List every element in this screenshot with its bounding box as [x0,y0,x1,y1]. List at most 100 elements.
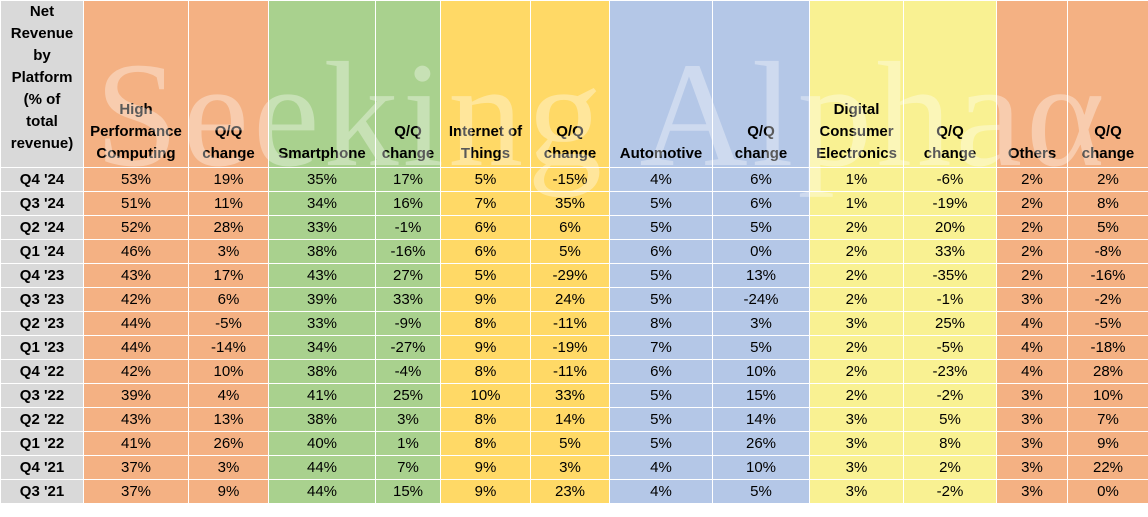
value-cell: 26% [189,432,269,456]
value-cell: 3% [810,432,904,456]
value-cell: 35% [531,192,610,216]
value-cell: -11% [531,312,610,336]
value-cell: 33% [269,216,376,240]
value-cell: -27% [376,336,441,360]
value-cell: -15% [531,168,610,192]
value-cell: 6% [610,240,713,264]
value-cell: 42% [84,360,189,384]
period-cell: Q1 '22 [1,432,84,456]
value-cell: 15% [713,384,810,408]
value-cell: 43% [84,264,189,288]
value-cell: 2% [810,360,904,384]
table-row: Q4 '24 53% 19% 35% 17% 5% -15% 4% 6% 1% -6% 2% 2% [1,168,1148,192]
value-cell: 25% [376,384,441,408]
value-cell: 33% [531,384,610,408]
value-cell: 13% [189,408,269,432]
header-period-line: by [1,45,83,67]
value-cell: -9% [376,312,441,336]
value-cell: 2% [904,456,997,480]
header-line: Things [441,143,530,165]
value-cell: 5% [531,432,610,456]
header-period: Net Revenue by Platform (% of total revenue) [1,1,84,168]
value-cell: 4% [189,384,269,408]
table-row: Q2 '23 44% -5% 33% -9% 8% -11% 8% 3% 3% 25% 4% -5% [1,312,1148,336]
value-cell: 5% [713,216,810,240]
value-cell: 14% [713,408,810,432]
value-cell: 9% [1068,432,1148,456]
header-line: Digital [810,99,903,121]
value-cell: -8% [1068,240,1148,264]
value-cell: 6% [531,216,610,240]
value-cell: 40% [269,432,376,456]
value-cell: 10% [189,360,269,384]
header-automotive: Automotive [610,1,713,168]
value-cell: 27% [376,264,441,288]
value-cell: 5% [904,408,997,432]
table-row: Q4 '21 37% 3% 44% 7% 9% 3% 4% 10% 3% 2% 3% 22% [1,456,1148,480]
value-cell: 6% [610,360,713,384]
value-cell: -16% [376,240,441,264]
value-cell: 44% [84,312,189,336]
header-line: Q/Q [189,121,268,143]
value-cell: 4% [997,336,1068,360]
header-period-line: Platform [1,67,83,89]
value-cell: 4% [610,456,713,480]
value-cell: 2% [997,240,1068,264]
value-cell: 8% [441,360,531,384]
value-cell: 33% [376,288,441,312]
header-period-line: Net [1,1,83,23]
value-cell: 3% [189,456,269,480]
header-line: Internet of [441,121,530,143]
value-cell: 1% [810,168,904,192]
value-cell: 10% [713,456,810,480]
value-cell: 39% [269,288,376,312]
header-line: Others [997,143,1067,165]
value-cell: 17% [189,264,269,288]
value-cell: 2% [810,384,904,408]
header-period-line: (% of [1,89,83,111]
value-cell: -14% [189,336,269,360]
header-automotive-qq-change: Q/Q change [713,1,810,168]
header-line: Smartphone [269,143,375,165]
header-period-line: total [1,111,83,133]
value-cell: -2% [904,480,997,504]
value-cell: 3% [189,240,269,264]
header-line: Q/Q [904,121,996,143]
value-cell: 3% [997,432,1068,456]
value-cell: 2% [810,288,904,312]
value-cell: 9% [441,336,531,360]
table-row: Q3 '24 51% 11% 34% 16% 7% 35% 5% 6% 1% -19% 2% 8% [1,192,1148,216]
value-cell: 37% [84,480,189,504]
value-cell: 14% [531,408,610,432]
table-row: Q1 '22 41% 26% 40% 1% 8% 5% 5% 26% 3% 8% 3% 9% [1,432,1148,456]
value-cell: 17% [376,168,441,192]
value-cell: 3% [997,288,1068,312]
header-line: Automotive [610,143,712,165]
period-cell: Q3 '24 [1,192,84,216]
value-cell: 3% [997,384,1068,408]
value-cell: 8% [904,432,997,456]
value-cell: 2% [997,264,1068,288]
value-cell: 2% [997,192,1068,216]
header-high-performance-computing: High Performance Computing [84,1,189,168]
table-row: Q3 '23 42% 6% 39% 33% 9% 24% 5% -24% 2% -1% 3% -2% [1,288,1148,312]
period-cell: Q3 '21 [1,480,84,504]
header-others-qq-change: Q/Q change [1068,1,1148,168]
value-cell: 3% [997,456,1068,480]
value-cell: 41% [84,432,189,456]
header-iot-qq-change: Q/Q change [531,1,610,168]
period-cell: Q1 '23 [1,336,84,360]
value-cell: 5% [610,384,713,408]
value-cell: 5% [441,168,531,192]
value-cell: 1% [376,432,441,456]
value-cell: 6% [441,240,531,264]
value-cell: 43% [269,264,376,288]
header-line: change [1068,143,1148,165]
value-cell: 15% [376,480,441,504]
table-row: Q4 '23 43% 17% 43% 27% 5% -29% 5% 13% 2% -35% 2% -16… [1,264,1148,288]
value-cell: 3% [997,480,1068,504]
header-line: change [531,143,609,165]
table-row: Q4 '22 42% 10% 38% -4% 8% -11% 6% 10% 2% -23% 4% 28% [1,360,1148,384]
value-cell: 5% [531,240,610,264]
value-cell: 3% [997,408,1068,432]
